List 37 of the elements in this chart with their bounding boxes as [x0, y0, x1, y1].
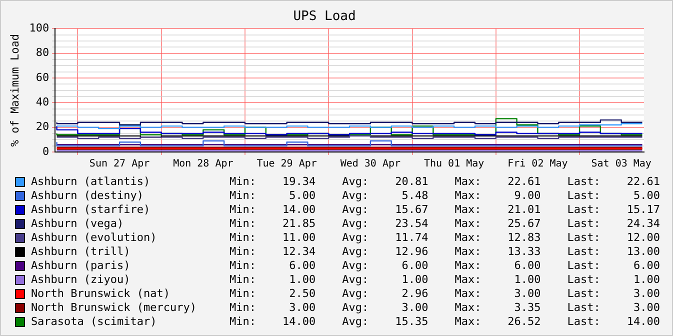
- x-tick-label: Sun 27 Apr: [89, 158, 150, 170]
- x-tick-label: Wed 30 Apr: [340, 158, 401, 170]
- legend-label: Ashburn (trill): [30, 245, 132, 259]
- text: Min: 1.00 Avg: 1.00 Max: 1.00 Last: 1.00: [230, 273, 660, 287]
- legend-label: Ashburn (destiny): [30, 189, 145, 203]
- text: Min: 2.50 Avg: 2.96 Max: 3.00 Last: 3.00: [230, 287, 660, 301]
- legend-label: Ashburn (evolution): [30, 231, 158, 245]
- text: Min: 11.00 Avg: 11.74 Max: 12.83 Last: 12.00: [230, 231, 660, 245]
- text: Min: 3.00 Avg: 3.00 Max: 3.35 Last: 3.00: [230, 301, 660, 315]
- y-tick-label: 100: [29, 21, 50, 34]
- text: Min: 5.00 Avg: 5.48 Max: 9.00 Last: 5.00: [230, 189, 660, 203]
- legend-label: Ashburn (ziyou): [30, 273, 132, 287]
- y-tick-label: 60: [36, 70, 50, 84]
- legend-label: Ashburn (paris): [30, 259, 132, 273]
- x-tick-label: Fri 02 May: [508, 158, 568, 170]
- y-tick-label: 0: [42, 144, 50, 158]
- legend-label: Ashburn (vega): [30, 217, 125, 231]
- y-axis-title: % of Maximum Load: [8, 34, 22, 147]
- text: Min: 12.34 Avg: 12.96 Max: 13.33 Last: 13.00: [230, 245, 660, 259]
- x-tick-label: Tue 29 Apr: [256, 158, 317, 170]
- y-tick-label: 20: [36, 120, 50, 134]
- legend-label: Ashburn (atlantis): [30, 175, 152, 189]
- text: Min: 19.34 Avg: 20.81 Max: 22.61 Last: 22.61: [230, 175, 660, 189]
- x-tick-label: Mon 28 Apr: [173, 158, 234, 170]
- y-tick-label: 80: [36, 46, 50, 60]
- legend-label: North Brunswick (mercury): [30, 301, 198, 315]
- legend-label: Sarasota (scimitar): [30, 315, 158, 329]
- legend-label: Ashburn (starfire): [30, 203, 152, 217]
- text: Min: 21.85 Avg: 23.54 Max: 25.67 Last: 24.34: [230, 217, 660, 231]
- x-tick-label: Thu 01 May: [424, 158, 484, 170]
- text: Min: 14.00 Avg: 15.35 Max: 26.52 Last: 14.00: [230, 315, 660, 329]
- x-tick-label: Sat 03 May: [591, 158, 652, 170]
- y-tick-label: 40: [36, 96, 50, 108]
- chart-title: UPS Load: [293, 9, 356, 24]
- text: Min: 14.00 Avg: 15.67 Max: 21.01 Last: 15.17: [230, 203, 660, 217]
- text: Min: 6.00 Avg: 6.00 Max: 6.00 Last: 6.00: [230, 259, 660, 273]
- legend-label: North Brunswick (nat): [30, 287, 172, 301]
